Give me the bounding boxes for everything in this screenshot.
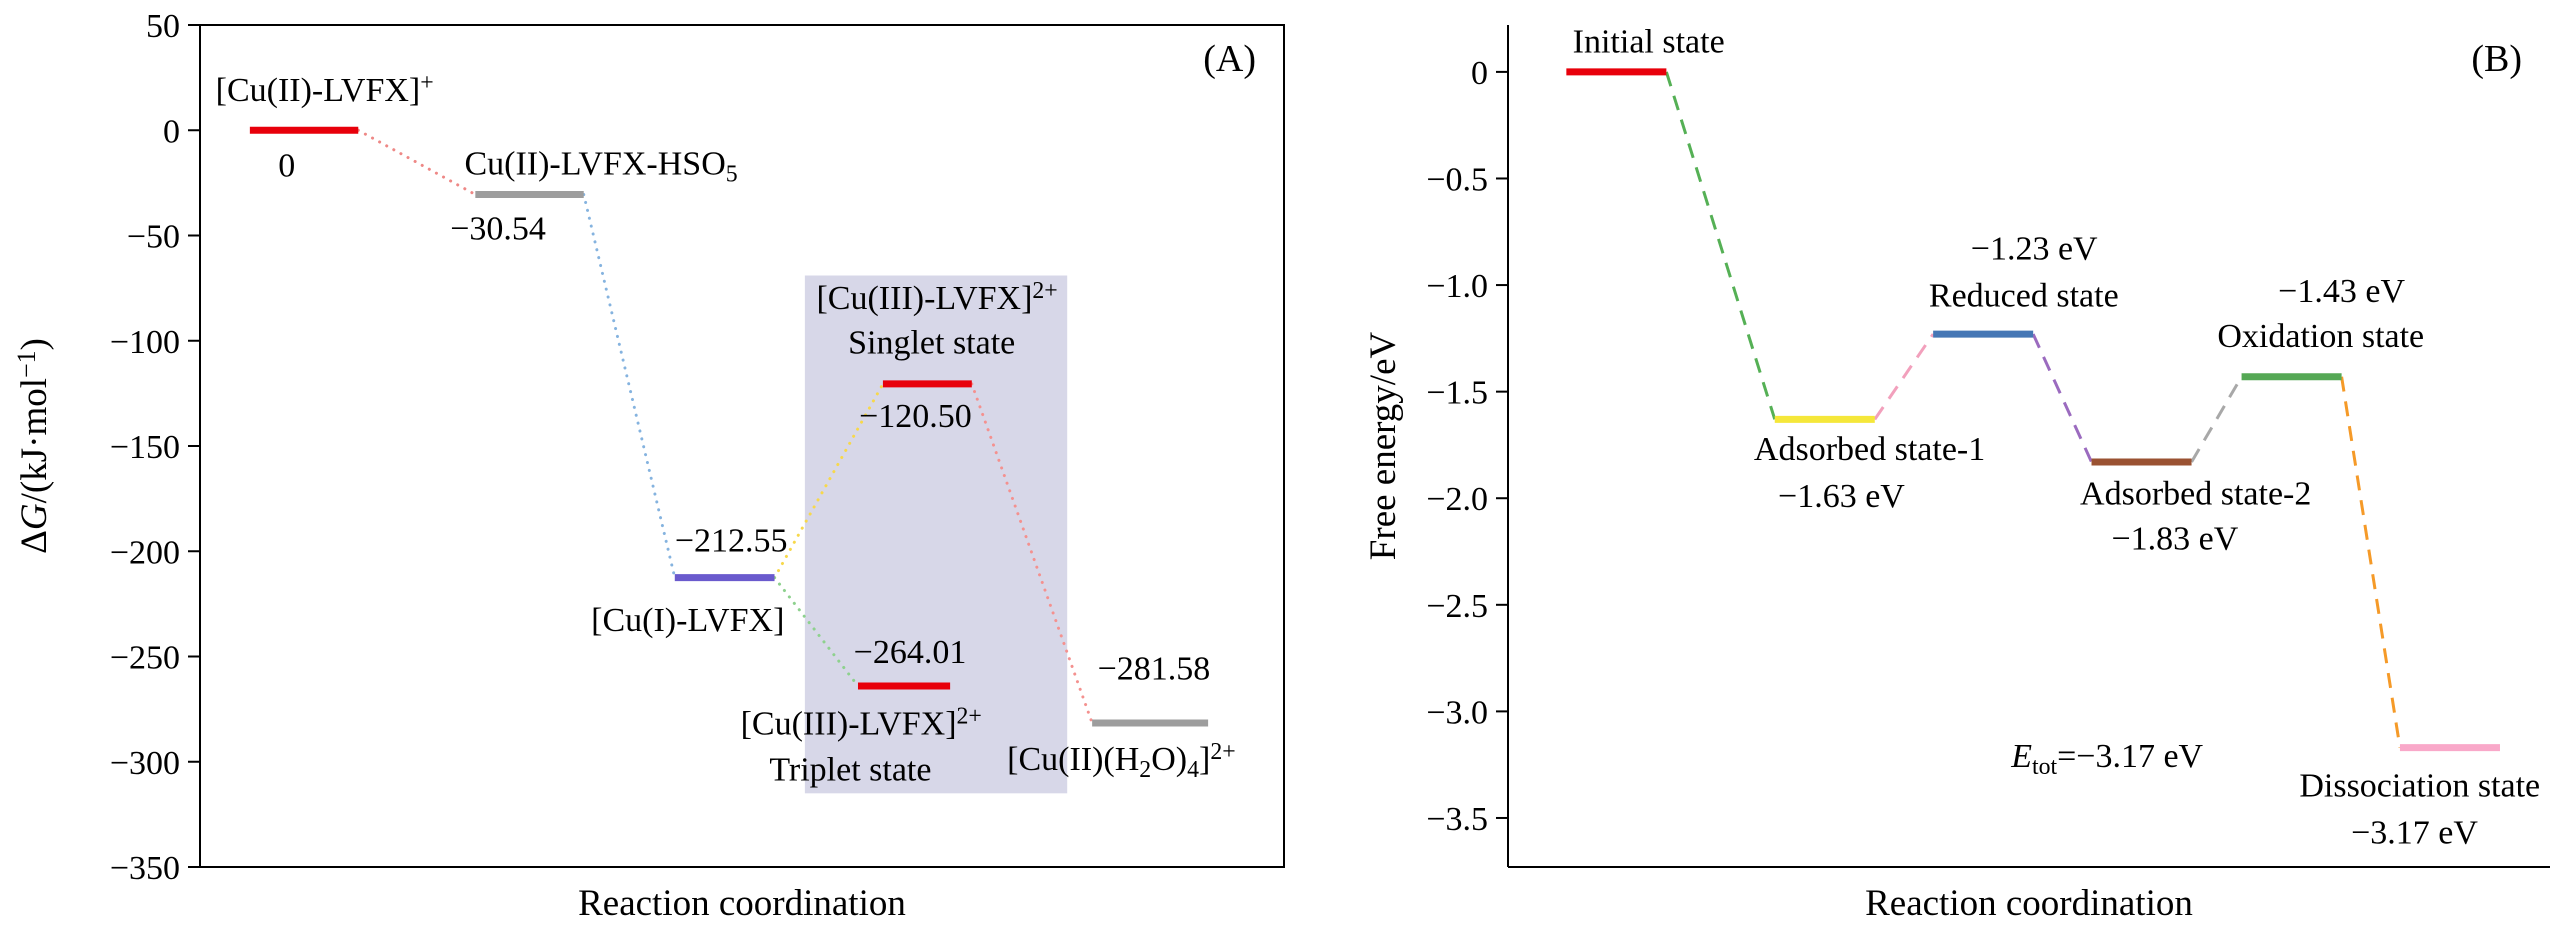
connector-line (2340, 376, 2402, 748)
level-label: Dissociation state (2299, 768, 2540, 805)
y-tick-label: −1.0 (1426, 268, 1488, 305)
level-label: Oxidation state (2217, 318, 2424, 355)
connector-line (582, 193, 677, 580)
level-label: −1.43 eV (2278, 273, 2405, 310)
y-tick-label: −0.5 (1426, 161, 1488, 198)
level-label: [Cu(III)-LVFX]2+ (816, 278, 1057, 317)
connector-line (2190, 375, 2243, 463)
level-label: Triplet state (769, 752, 931, 789)
level-label: [Cu(II)(H2O)4]2+ (1007, 739, 1236, 783)
connector-line (356, 128, 477, 197)
highlight-region (804, 275, 1068, 794)
connector-line (1664, 71, 1777, 420)
y-tick-label: −2.0 (1426, 481, 1488, 518)
x-axis-label: Reaction coordination (1865, 883, 2193, 924)
energy-diagram-panel-a: 50 0 −50 −100 −150 −200 −250 −300 −350 [Cu(II)-LV… (12, 8, 1285, 924)
y-tick-label: −200 (110, 534, 180, 571)
level-label: Adsorbed state-2 (2080, 476, 2311, 513)
level-label: −1.83 eV (2111, 520, 2238, 557)
panel-label: (B) (2471, 38, 2522, 80)
level-label: Etot=−3.17 eV (2010, 738, 2203, 780)
level-label: −3.17 eV (2351, 815, 2478, 852)
y-tick-label: −150 (110, 429, 180, 466)
connector-line (1873, 333, 1935, 421)
y-axis-label: Free energy/eV (1363, 332, 1404, 561)
level-label: [Cu(I)-LVFX] (591, 602, 784, 639)
level-label: −30.54 (450, 211, 546, 248)
connector-line (2031, 333, 2093, 463)
y-axis-label: ΔG/(kJ·mol−1) (12, 338, 55, 554)
y-tick-label: −300 (110, 745, 180, 782)
connector-line (773, 576, 860, 688)
level-label: −120.50 (859, 398, 972, 435)
energy-diagram-panel-b: 0 −0.5 −1.0 −1.5 −2.0 −2.5 −3.0 −3.5 Initial sta… (1363, 24, 2550, 924)
level-label: Reduced state (1929, 277, 2119, 314)
y-tick-label: −50 (127, 219, 180, 256)
x-axis-label: Reaction coordination (578, 883, 906, 924)
y-tick-label: −100 (110, 324, 180, 361)
level-label: [Cu(II)-LVFX]+ (216, 70, 434, 109)
y-tick-label: 50 (146, 8, 180, 45)
level-label: [Cu(III)-LVFX]2+ (741, 703, 982, 742)
y-tick-label: −3.5 (1426, 801, 1488, 838)
connector-line (773, 382, 885, 580)
y-tick-label: −1.5 (1426, 375, 1488, 412)
level-label: 0 (278, 148, 295, 185)
level-label: Cu(II)-LVFX-HSO5 (464, 145, 737, 187)
y-tick-label: 0 (1471, 55, 1488, 92)
y-tick-label: 0 (163, 113, 180, 150)
level-label: −264.01 (854, 634, 967, 671)
level-label: Initial state (1573, 24, 1725, 61)
y-tick-label: −3.0 (1426, 694, 1488, 731)
level-label: −1.63 eV (1778, 478, 1905, 515)
level-label: −281.58 (1098, 651, 1211, 688)
y-tick-label: −250 (110, 640, 180, 677)
panel-label: (A) (1203, 38, 1256, 80)
level-label: −1.23 eV (1971, 230, 2098, 267)
connector-line (970, 382, 1094, 725)
level-label: −212.55 (675, 522, 788, 559)
y-tick-label: −2.5 (1426, 588, 1488, 625)
level-label: Singlet state (848, 324, 1015, 361)
y-tick-label: −350 (110, 850, 180, 887)
level-label: Adsorbed state-1 (1754, 431, 1985, 468)
